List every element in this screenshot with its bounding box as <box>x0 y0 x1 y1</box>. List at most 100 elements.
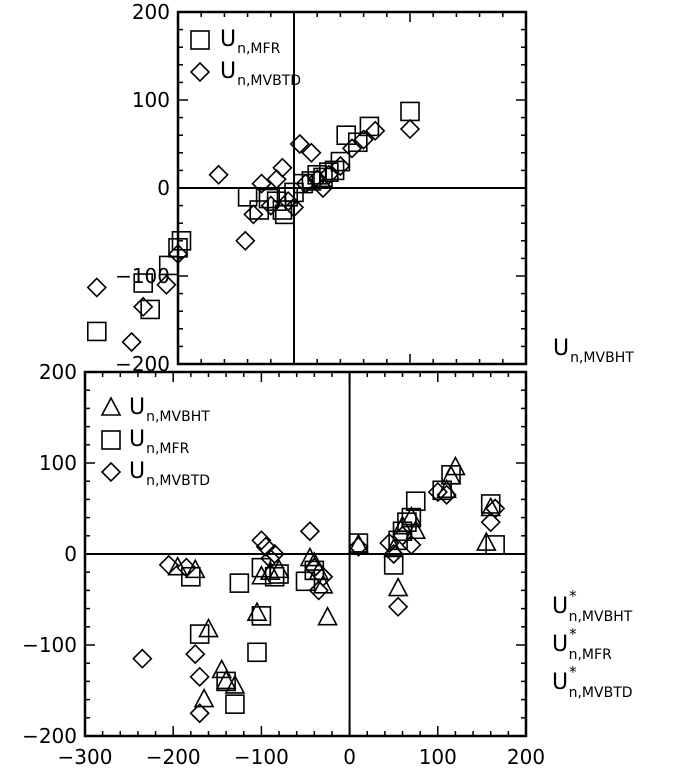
bottom-diamond-point <box>436 484 457 505</box>
top-diamond-point <box>251 173 272 194</box>
bottom-triangle-point <box>480 496 502 517</box>
top-square-point <box>171 231 192 251</box>
top-legend-label: Un,MFR <box>220 27 281 57</box>
top-legend-label: Un,MVBTD <box>220 59 301 89</box>
top-diamond-point <box>121 331 142 353</box>
bottom-square-point <box>269 564 289 584</box>
top-diamond-point <box>272 157 293 178</box>
bottom-x-axis-label: U* n,MVBTD <box>552 663 633 701</box>
top-diamond-point <box>341 138 363 159</box>
bottom-square-point <box>441 465 461 485</box>
top-square-point <box>237 187 258 207</box>
top-square-point <box>258 188 279 209</box>
bottom-x-axis-label: U* n,MFR <box>552 625 612 663</box>
top-diamond-point <box>399 118 421 140</box>
top-diamond-point <box>133 296 154 317</box>
bottom-diamond-point <box>176 557 197 578</box>
top-diamond-point <box>235 230 256 251</box>
bottom-xtick-label: 100 <box>419 745 457 769</box>
top-x-axis-label: Un,MVBHT <box>553 336 634 366</box>
top-ytick-label: 0 <box>157 176 170 200</box>
bottom-legend-diamond-marker <box>100 461 122 483</box>
bottom-square-point <box>189 624 210 644</box>
bottom-legend-label: Un,MVBHT <box>129 395 210 425</box>
top-ytick-label: 200 <box>132 0 170 24</box>
top-diamond-point <box>295 173 316 194</box>
top-diamond-point <box>365 120 386 141</box>
top-diamond-point <box>156 274 177 295</box>
bottom-diamond-point <box>480 512 501 533</box>
bottom-ytick-label: −100 <box>22 633 77 657</box>
bottom-diamond-point <box>379 532 400 554</box>
bottom-square-point <box>485 535 505 555</box>
bottom-x-axis-label: U* n,MVBHT <box>552 587 633 625</box>
top-square-point <box>133 273 153 293</box>
top-square-point <box>158 255 179 276</box>
top-diamond-point <box>353 129 374 150</box>
bottom-diamond-point <box>251 530 272 551</box>
top-x-axis-label: Un,MVBHT <box>553 336 634 366</box>
bottom-diamond-point <box>260 548 281 569</box>
bottom-diamond-point <box>189 666 210 687</box>
bottom-square-point <box>229 573 250 593</box>
top-square-point <box>87 321 107 342</box>
bottom-xtick-label: −300 <box>58 745 113 769</box>
bottom-y-tick-labels: 200 100 0 −100 −200 <box>22 360 77 748</box>
bottom-diamond-point <box>484 498 506 519</box>
bottom-triangle-point <box>224 674 246 694</box>
top-diamond-point <box>86 277 107 298</box>
top-diamond-point <box>260 195 281 216</box>
top-legend-diamond-marker <box>189 61 211 83</box>
bottom-triangle-point <box>193 687 215 708</box>
top-diamond-point <box>318 164 339 185</box>
top-square-point <box>330 151 351 172</box>
bottom-square-point <box>216 671 236 692</box>
top-diamond-point <box>330 155 351 177</box>
bottom-square-point <box>264 566 285 587</box>
bottom-square-point <box>405 491 426 512</box>
bottom-diamond-point <box>132 648 153 669</box>
bottom-square-point <box>383 555 404 575</box>
top-square-point <box>278 187 299 207</box>
top-square-point <box>140 299 160 320</box>
bottom-ytick-label: 100 <box>39 451 77 475</box>
top-diamond-point <box>167 243 189 265</box>
top-ytick-label: 100 <box>132 88 170 112</box>
bottom-ytick-label: 200 <box>39 360 77 384</box>
bottom-xtick-label: 0 <box>343 745 356 769</box>
top-legend-square-marker <box>190 30 210 50</box>
bottom-diamond-point <box>255 536 276 557</box>
bottom-diamond-point <box>313 566 334 587</box>
bottom-triangle-point <box>312 574 334 594</box>
bottom-square-point <box>304 560 325 581</box>
bottom-x-tick-labels: −300 −200 −100 0 100 200 <box>58 745 546 769</box>
bottom-square-point <box>181 566 201 587</box>
bottom-legend-square-marker <box>101 430 121 450</box>
bottom-triangle-point <box>167 555 188 576</box>
top-diamond-point <box>283 197 305 218</box>
bottom-triangle-point <box>387 576 409 597</box>
bottom-ytick-label: −200 <box>22 724 77 748</box>
top-diamond-point <box>289 133 310 155</box>
bottom-data-points <box>132 455 506 724</box>
bottom-diamond-point <box>185 643 206 665</box>
top-diamond-point <box>312 177 334 199</box>
bottom-diamond-point <box>401 534 422 556</box>
bottom-square-point <box>251 606 272 626</box>
top-square-point <box>168 238 188 258</box>
bottom-triangle-point <box>299 546 321 567</box>
bottom-legend-triangle-marker <box>100 396 122 416</box>
bottom-xtick-label: 200 <box>507 745 545 769</box>
top-diamond-point <box>243 204 264 225</box>
top-square-point <box>313 167 333 188</box>
bottom-legend-label: Un,MVBTD <box>129 459 210 489</box>
top-diamond-point <box>208 164 229 185</box>
bottom-square-point <box>348 533 369 553</box>
